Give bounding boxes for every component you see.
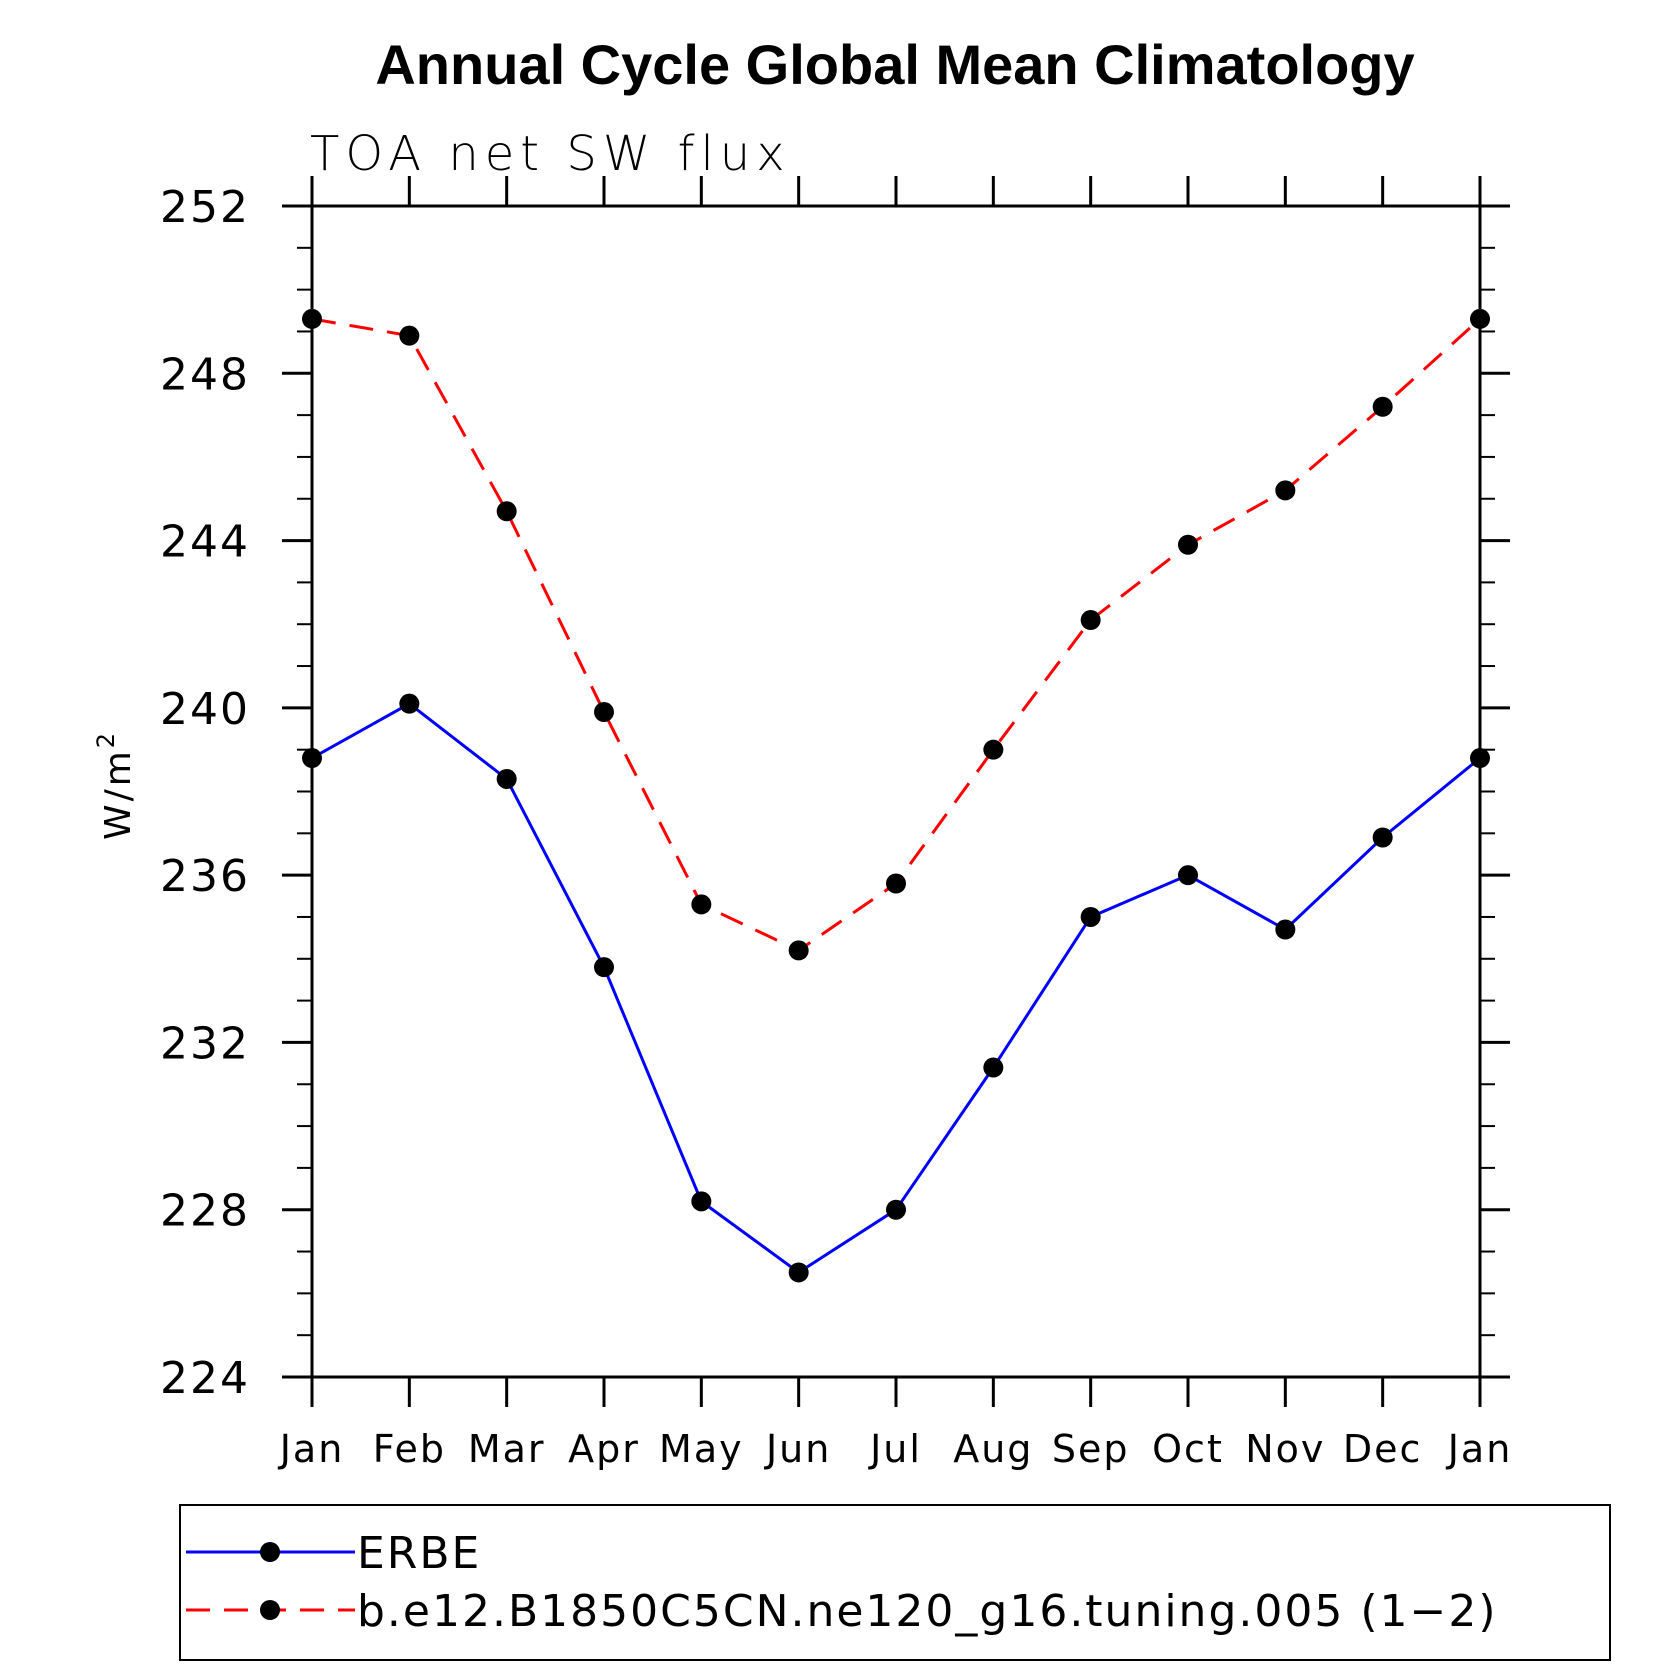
y-axis-label-base: W/m — [98, 748, 139, 840]
legend: ERBE b.e12.B1850C5CN.ne120_g16.tuning.00… — [179, 1504, 1611, 1661]
x-tick-label: Apr — [568, 1427, 640, 1471]
data-point-series-1 — [1275, 480, 1296, 501]
legend-marker-model — [260, 1600, 280, 1620]
legend-label-erbe: ERBE — [357, 1528, 481, 1579]
data-point-series-1 — [302, 308, 322, 329]
data-point-series-1 — [983, 739, 1004, 760]
x-tick-label: Nov — [1245, 1427, 1325, 1471]
y-tick-label: 232 — [160, 1018, 250, 1069]
series-line-1 — [311, 317, 1482, 953]
y-tick-label: 228 — [160, 1186, 250, 1237]
x-tick-label: Feb — [373, 1427, 446, 1471]
data-point-series-1 — [1080, 610, 1101, 631]
data-point-series-1 — [1372, 396, 1393, 417]
data-point-series-0 — [1275, 919, 1296, 940]
data-point-series-0 — [788, 1262, 809, 1283]
legend-marker-erbe — [260, 1542, 280, 1562]
data-point-series-0 — [1080, 906, 1101, 927]
y-axis-label-superscript: 2 — [92, 730, 120, 748]
data-point-series-0 — [594, 957, 614, 978]
data-point-series-1 — [594, 702, 614, 723]
x-tick-label: Mar — [468, 1427, 546, 1471]
y-tick-label: 224 — [160, 1353, 250, 1404]
chart-subtitle: TOA net SW flux — [310, 126, 791, 182]
chart-title: Annual Cycle Global Mean Climatology — [375, 33, 1414, 96]
data-point-series-1 — [788, 940, 809, 961]
data-point-series-1 — [1178, 534, 1198, 555]
x-tick-label: Jul — [868, 1427, 922, 1471]
axes: Jan Feb Mar Apr May Jun Jul Aug Sep Oct Nov Dec Jan 2… — [160, 176, 1513, 1471]
x-tick-label: Oct — [1152, 1427, 1224, 1471]
data-point-series-0 — [1178, 865, 1198, 886]
x-tick-label: Jan — [1446, 1427, 1513, 1471]
data-point-series-0 — [1470, 748, 1490, 769]
y-tick-label: 252 — [160, 182, 250, 233]
y-tick-label: 236 — [160, 851, 250, 902]
y-tick-label: 240 — [160, 684, 250, 735]
data-point-series-0 — [496, 768, 517, 789]
data-point-series-1 — [1470, 308, 1490, 329]
legend-label-model: b.e12.B1850C5CN.ne120_g16.tuning.005 (1−… — [357, 1586, 1498, 1637]
data-point-series-0 — [983, 1057, 1004, 1078]
data-point-series-0 — [691, 1191, 712, 1212]
data-point-series-1 — [496, 501, 517, 522]
data-point-series-0 — [1372, 827, 1393, 848]
data-point-series-0 — [886, 1199, 906, 1220]
data-point-series-1 — [399, 325, 420, 346]
data-point-series-0 — [302, 748, 322, 769]
x-tick-label: Aug — [953, 1427, 1033, 1471]
y-tick-label: 244 — [160, 517, 250, 568]
x-tick-label: Dec — [1343, 1427, 1423, 1471]
series-line-0 — [311, 701, 1481, 1275]
series-layer — [302, 308, 1490, 1283]
x-tick-label: May — [659, 1427, 744, 1471]
y-tick-label: 248 — [160, 349, 250, 400]
data-point-series-0 — [399, 693, 420, 714]
x-tick-label: Sep — [1052, 1427, 1130, 1471]
x-tick-label: Jun — [764, 1427, 831, 1471]
y-axis-label: W/m2 — [92, 730, 139, 840]
data-point-series-1 — [691, 894, 712, 915]
legend-box — [179, 1504, 1611, 1661]
data-point-series-1 — [886, 873, 906, 894]
x-tick-label: Jan — [278, 1427, 345, 1471]
